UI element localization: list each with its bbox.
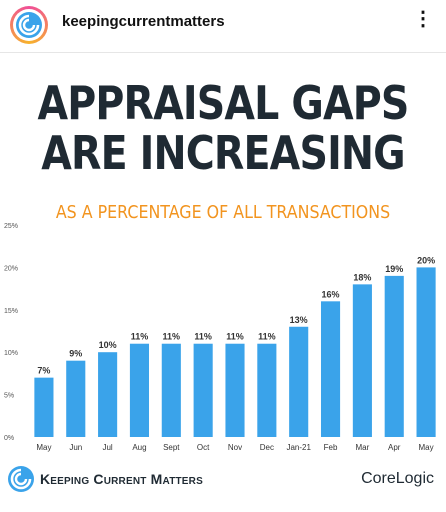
- bar: [66, 360, 86, 437]
- more-options-icon[interactable]: ⋮: [413, 8, 434, 30]
- bar-chart: 0% 5% 10% 15% 20% 25% 7% May 9% Jun 10% Jul 11% Aug 11…: [4, 223, 436, 452]
- x-tick-label: Nov: [228, 443, 242, 452]
- bar: [352, 284, 372, 437]
- username[interactable]: keepingcurrentmatters: [62, 13, 225, 30]
- header-divider: [0, 52, 446, 53]
- bar: [225, 343, 245, 437]
- data-label: 11%: [226, 332, 244, 342]
- x-tick-label: Apr: [388, 443, 401, 452]
- x-tick-label: May: [419, 443, 434, 452]
- bar: [320, 301, 341, 437]
- bar: [129, 343, 150, 437]
- data-label: 16%: [322, 289, 340, 299]
- x-tick-label: Mar: [355, 443, 369, 452]
- y-tick-label: 20%: [4, 265, 18, 272]
- data-label: 11%: [258, 332, 276, 342]
- x-tick-label: Jan-21: [286, 443, 311, 452]
- bar: [257, 343, 277, 437]
- bar: [34, 377, 54, 437]
- post-header: keepingcurrentmatters ⋮: [0, 0, 446, 48]
- data-label: 20%: [417, 255, 435, 265]
- x-tick-label: Jun: [69, 443, 82, 452]
- data-label: 7%: [37, 366, 50, 376]
- footer-brand: Keeping Current Matters: [40, 471, 203, 487]
- chart-subtitle: AS A PERCENTAGE OF ALL TRANSACTIONS: [55, 202, 391, 223]
- data-label: 13%: [290, 315, 308, 325]
- headline-line-1: APPRAISAL GAPS: [37, 76, 409, 130]
- y-tick-label: 5%: [4, 393, 14, 400]
- x-tick-label: May: [36, 443, 51, 452]
- data-label: 18%: [353, 272, 371, 282]
- headline-line-2: ARE INCREASING: [41, 126, 405, 180]
- x-tick-label: Feb: [324, 443, 338, 452]
- y-tick-label: 10%: [4, 350, 18, 357]
- kcm-footer-logo-icon: [8, 466, 34, 492]
- data-label: 9%: [69, 349, 82, 359]
- x-tick-label: Dec: [260, 443, 274, 452]
- data-label: 11%: [194, 332, 212, 342]
- footer-partner-logo: CoreLogic: [361, 470, 434, 487]
- bar: [289, 326, 309, 437]
- profile-avatar[interactable]: [10, 6, 48, 44]
- y-tick-label: 0%: [4, 435, 14, 442]
- kcm-logo-icon: [16, 12, 42, 38]
- y-tick-label: 25%: [4, 223, 18, 230]
- bar: [161, 343, 181, 437]
- x-tick-label: Aug: [132, 443, 146, 452]
- data-label: 11%: [163, 332, 181, 342]
- data-label: 19%: [385, 264, 403, 274]
- bar: [416, 267, 436, 437]
- bar: [193, 343, 213, 437]
- bar: [384, 275, 404, 437]
- x-tick-label: Sept: [163, 443, 180, 452]
- data-label: 10%: [99, 340, 117, 350]
- x-tick-label: Oct: [197, 443, 210, 452]
- bar: [98, 352, 118, 437]
- x-tick-label: Jul: [102, 443, 112, 452]
- data-label: 11%: [131, 332, 149, 342]
- y-tick-label: 15%: [4, 308, 18, 315]
